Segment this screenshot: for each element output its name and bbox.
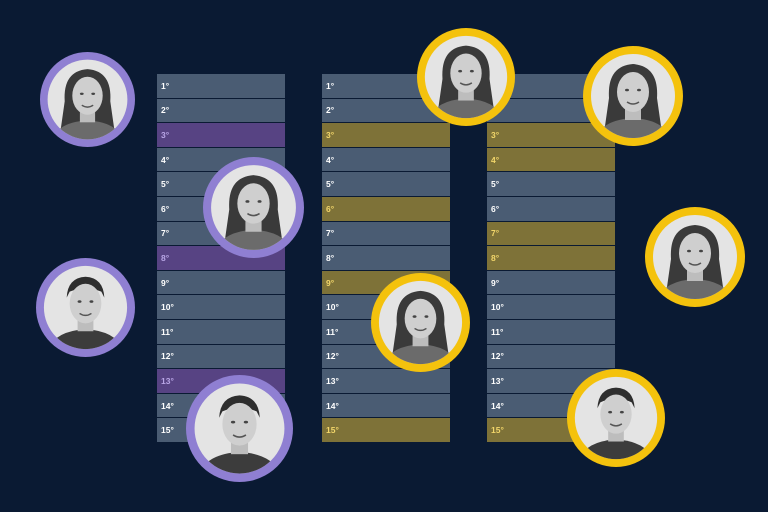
- rank-row: 1°: [157, 74, 285, 98]
- rank-label: 5°: [161, 179, 170, 190]
- rank-row: 13°: [322, 369, 450, 393]
- rank-row: 12°: [157, 344, 285, 369]
- rank-label: 8°: [326, 252, 335, 263]
- rank-label: 2°: [161, 105, 170, 116]
- rank-label: 3°: [326, 129, 335, 140]
- rank-row-highlighted: 7°: [487, 221, 615, 246]
- rank-row: 2°: [322, 98, 450, 123]
- rank-label: 5°: [491, 179, 500, 190]
- man-portrait-icon: [36, 258, 135, 357]
- rank-label: 11°: [491, 326, 504, 337]
- rank-label: 7°: [491, 228, 500, 239]
- rank-row: 7°: [322, 221, 450, 246]
- rank-label: 6°: [491, 203, 500, 214]
- man-portrait-icon: [186, 375, 293, 482]
- rank-label: 12°: [491, 351, 504, 362]
- rank-label: 15°: [161, 425, 174, 436]
- rank-row: 9°: [487, 270, 615, 295]
- rank-row: 9°: [157, 270, 285, 295]
- rank-row: 12°: [487, 344, 615, 369]
- rank-label: 4°: [161, 154, 170, 165]
- portrait-photo: [47, 59, 128, 140]
- rank-label: 14°: [161, 400, 174, 411]
- woman-portrait-icon: [203, 157, 304, 258]
- portrait-photo: [378, 280, 463, 365]
- rank-label: 10°: [161, 302, 174, 313]
- rank-label: 13°: [161, 375, 174, 386]
- rank-label: 9°: [491, 277, 500, 288]
- rank-label: 9°: [161, 277, 170, 288]
- woman-portrait-icon: [645, 207, 745, 307]
- rank-row: 11°: [157, 319, 285, 344]
- rank-label: 11°: [326, 326, 339, 337]
- rank-label: 3°: [491, 129, 500, 140]
- woman-portrait-icon: [371, 273, 470, 372]
- rank-label: 6°: [326, 203, 335, 214]
- rank-label: 1°: [326, 80, 335, 91]
- rank-label: 13°: [491, 375, 504, 386]
- rank-label: 10°: [326, 302, 339, 313]
- rank-row-highlighted: 3°: [487, 123, 615, 147]
- rank-row: 5°: [322, 172, 450, 196]
- rank-label: 14°: [326, 400, 339, 411]
- portrait-photo: [591, 54, 675, 138]
- portrait-photo: [211, 165, 296, 250]
- rank-row: 8°: [322, 246, 450, 270]
- rank-row: 5°: [487, 172, 615, 196]
- rank-row: 4°: [322, 147, 450, 172]
- rank-row-highlighted: 8°: [487, 246, 615, 270]
- rank-label: 6°: [161, 203, 170, 214]
- rank-label: 10°: [491, 302, 504, 313]
- rank-row-highlighted: 3°: [157, 123, 285, 147]
- rank-label: 7°: [326, 228, 335, 239]
- portrait-photo: [424, 35, 508, 119]
- rank-label: 9°: [326, 277, 335, 288]
- rank-label: 1°: [161, 80, 170, 91]
- rank-label: 3°: [161, 129, 170, 140]
- portrait-photo: [194, 383, 285, 474]
- portrait-photo: [574, 376, 658, 460]
- rank-row: 10°: [157, 295, 285, 319]
- rank-row: 14°: [322, 393, 450, 418]
- rank-label: 14°: [491, 400, 504, 411]
- rank-label: 7°: [161, 228, 170, 239]
- woman-portrait-icon: [40, 52, 135, 147]
- rank-label: 13°: [326, 375, 339, 386]
- rank-label: 5°: [326, 179, 335, 190]
- rank-label: 12°: [161, 351, 174, 362]
- woman-portrait-icon: [417, 28, 515, 126]
- portrait-photo: [653, 215, 737, 299]
- portrait-photo: [43, 265, 128, 350]
- woman-portrait-icon: [583, 46, 683, 146]
- man-portrait-icon: [567, 369, 665, 467]
- rank-label: 2°: [326, 105, 335, 116]
- rank-label: 4°: [326, 154, 335, 165]
- rank-label: 15°: [326, 425, 339, 436]
- rank-row-highlighted: 6°: [322, 196, 450, 221]
- rank-row-highlighted: 15°: [322, 418, 450, 442]
- rank-row: 6°: [487, 196, 615, 221]
- ranking-column-2: 1° 2° 3° 4° 5° 6° 7° 8° 9° 10° 11° 12° 13° 14° 15°: [322, 74, 450, 442]
- rank-label: 15°: [491, 425, 504, 436]
- rank-row: 2°: [157, 98, 285, 123]
- rank-row-highlighted: 4°: [487, 147, 615, 172]
- rank-label: 4°: [491, 154, 500, 165]
- rank-row: 11°: [487, 319, 615, 344]
- rank-label: 8°: [161, 252, 170, 263]
- rank-label: 11°: [161, 326, 174, 337]
- rank-label: 12°: [326, 351, 339, 362]
- rank-row: 10°: [487, 295, 615, 319]
- rank-row-highlighted: 3°: [322, 123, 450, 147]
- rank-label: 8°: [491, 252, 500, 263]
